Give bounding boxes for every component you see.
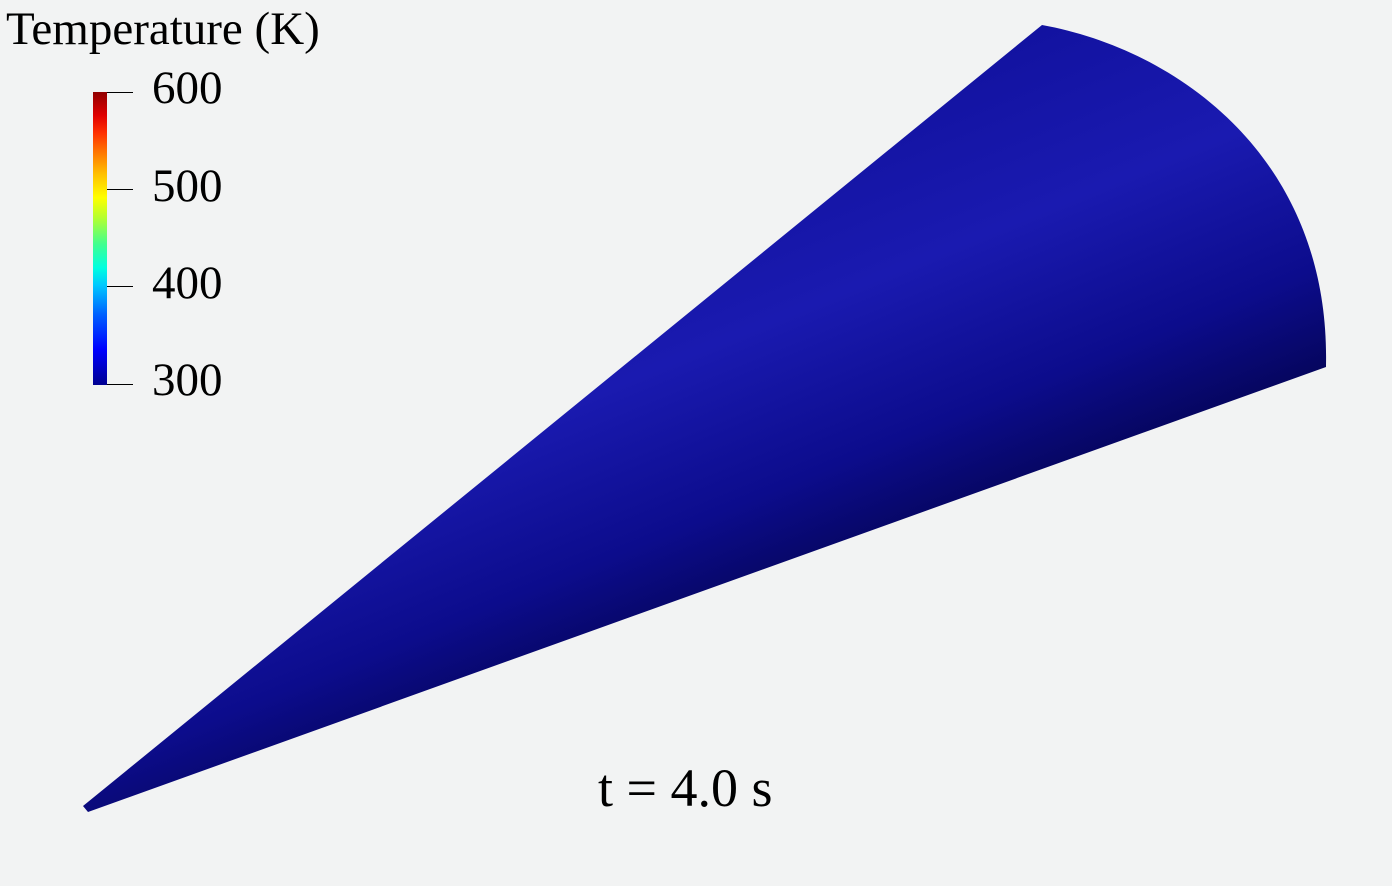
colorbar-tick-500	[107, 189, 133, 190]
colorbar-tick-600	[107, 92, 133, 93]
tick-label-300: 300	[152, 354, 223, 406]
tick-label-400: 400	[152, 257, 223, 309]
legend-title: Temperature (K)	[6, 3, 320, 55]
colorbar-tick-400	[107, 286, 133, 287]
tick-label-500: 500	[152, 160, 223, 212]
time-label: t = 4.0 s	[598, 758, 773, 818]
tick-label-600: 600	[152, 62, 223, 114]
colorbar-tick-300	[107, 384, 133, 385]
cone-body	[83, 25, 1327, 812]
colorbar	[93, 92, 107, 385]
